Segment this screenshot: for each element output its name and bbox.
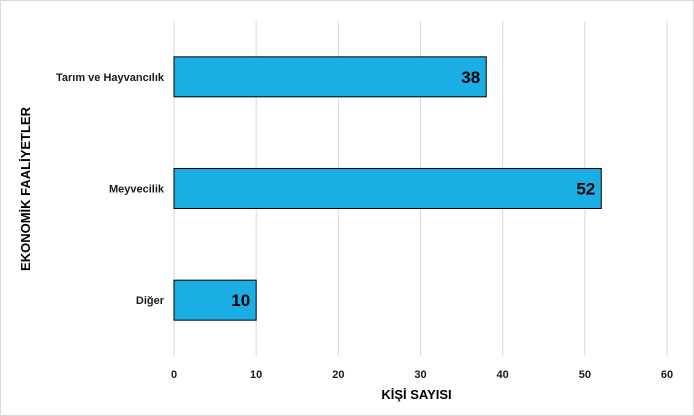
y-axis-title: EKONOMİK FAALİYETLER (18, 106, 33, 271)
x-tick-label-0: 0 (171, 369, 177, 381)
bar-1 (173, 168, 602, 209)
data-label-1: 52 (576, 180, 595, 199)
x-tick-label-3: 30 (414, 369, 426, 381)
x-tick-labels: 0 10 20 30 40 50 60 (171, 369, 673, 381)
category-labels: Tarım ve Hayvancılık Meyvecilik Diğer (56, 72, 165, 307)
x-tick-label-5: 50 (579, 369, 591, 381)
x-tick-label-1: 10 (250, 369, 262, 381)
bars (173, 56, 602, 321)
category-label-0: Tarım ve Hayvancılık (56, 72, 165, 84)
x-tick-label-6: 60 (661, 369, 673, 381)
x-axis-title: KİŞİ SAYISI (381, 387, 451, 402)
data-label-0: 38 (461, 68, 480, 87)
bar-2 (173, 279, 257, 321)
x-tick-label-2: 20 (332, 369, 344, 381)
x-tick-label-4: 40 (497, 369, 509, 381)
category-label-2: Diğer (136, 295, 165, 307)
data-labels: 38 52 10 (231, 68, 595, 310)
category-label-1: Meyvecilik (109, 184, 165, 196)
bar-0 (173, 56, 487, 98)
data-label-2: 10 (231, 291, 250, 310)
